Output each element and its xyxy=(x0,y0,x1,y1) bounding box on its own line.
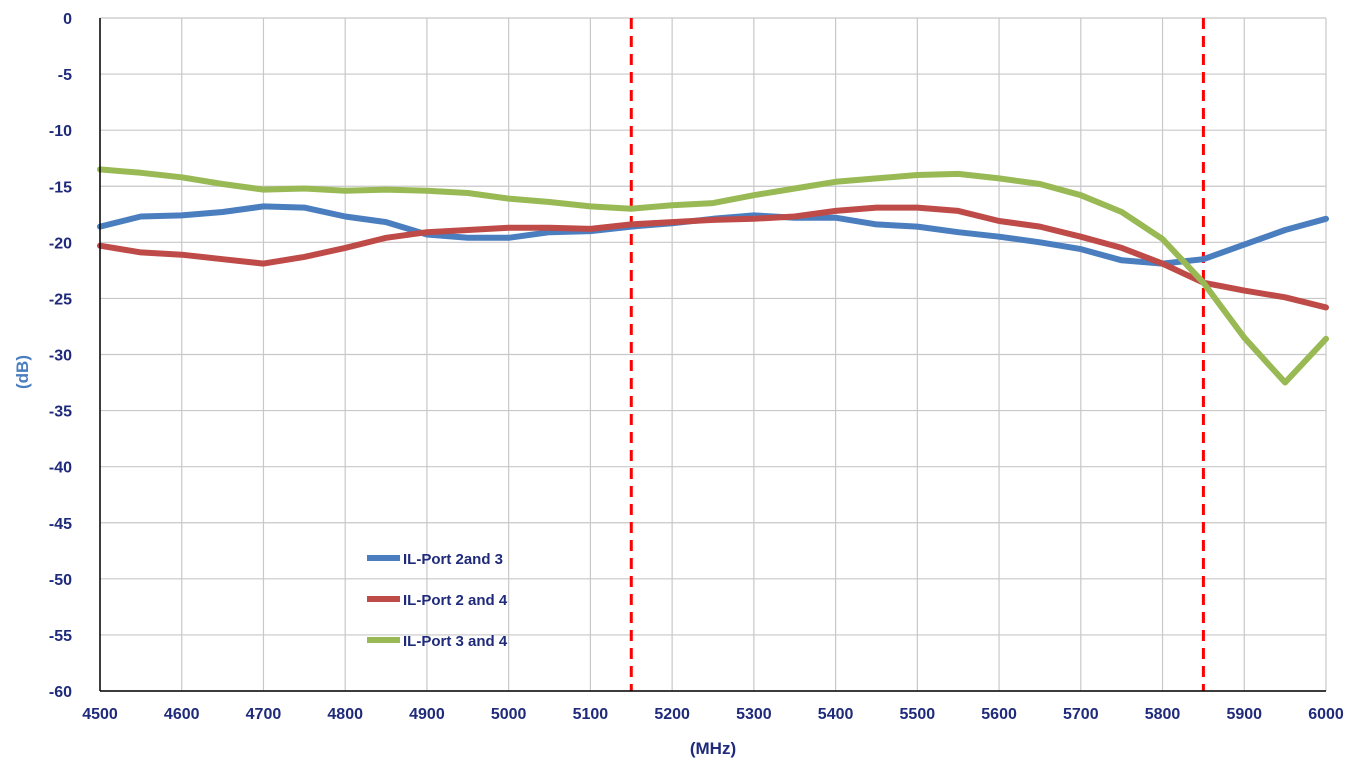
x-tick-label: 4600 xyxy=(164,706,200,723)
grid-lines xyxy=(99,17,1327,692)
y-tick-label: -55 xyxy=(49,628,72,645)
x-tick-label: 5000 xyxy=(491,706,527,723)
y-tick-label: -40 xyxy=(49,460,72,477)
x-axis-title: (MHz) xyxy=(690,739,736,758)
axes xyxy=(99,18,1326,692)
y-tick-label: -20 xyxy=(49,235,72,252)
y-tick-label: -50 xyxy=(49,572,72,589)
x-tick-label: 5900 xyxy=(1226,706,1262,723)
x-tick-label: 5800 xyxy=(1145,706,1181,723)
x-tick-label: 5400 xyxy=(818,706,854,723)
band-markers xyxy=(629,18,1205,691)
x-tick-label: 5500 xyxy=(900,706,936,723)
y-tick-label: -45 xyxy=(49,516,72,533)
x-tick-label: 5600 xyxy=(981,706,1017,723)
x-tick-labels: 4500 4600 4700 4800 4900 5000 5100 5200 5300 5400… xyxy=(82,706,1344,723)
x-tick-label: 4700 xyxy=(246,706,282,723)
y-tick-label: -15 xyxy=(49,179,72,196)
series-lines xyxy=(97,166,1329,386)
y-tick-label: -25 xyxy=(49,291,72,308)
x-tick-label: 6000 xyxy=(1308,706,1344,723)
x-tick-label: 5200 xyxy=(654,706,690,723)
y-tick-label: -35 xyxy=(49,404,72,421)
legend: IL-Port 2and 3 IL-Port 2 and 4 IL-Port 3 a… xyxy=(367,551,508,650)
y-tick-label: 0 xyxy=(63,11,72,28)
x-tick-label: 4500 xyxy=(82,706,118,723)
y-tick-label: -30 xyxy=(49,348,72,365)
legend-label-2: IL-Port 2 and 4 xyxy=(403,592,508,609)
x-tick-label: 5700 xyxy=(1063,706,1099,723)
x-tick-label: 4800 xyxy=(327,706,363,723)
y-tick-label: -5 xyxy=(58,67,72,84)
y-tick-label: -60 xyxy=(49,684,72,701)
series-line-2 xyxy=(97,204,1329,311)
y-axis-title: (dB) xyxy=(13,355,32,389)
x-tick-label: 5100 xyxy=(573,706,609,723)
series-line-3 xyxy=(97,166,1329,386)
x-tick-label: 5300 xyxy=(736,706,772,723)
y-tick-label: -10 xyxy=(49,123,72,140)
legend-label-3: IL-Port 3 and 4 xyxy=(403,633,508,650)
x-tick-label: 4900 xyxy=(409,706,445,723)
y-tick-labels: 0 -5 -10 -15 -20 -25 -30 -35 -40 -45 -50 -55 -60 xyxy=(49,11,72,701)
legend-label-1: IL-Port 2and 3 xyxy=(403,551,503,568)
